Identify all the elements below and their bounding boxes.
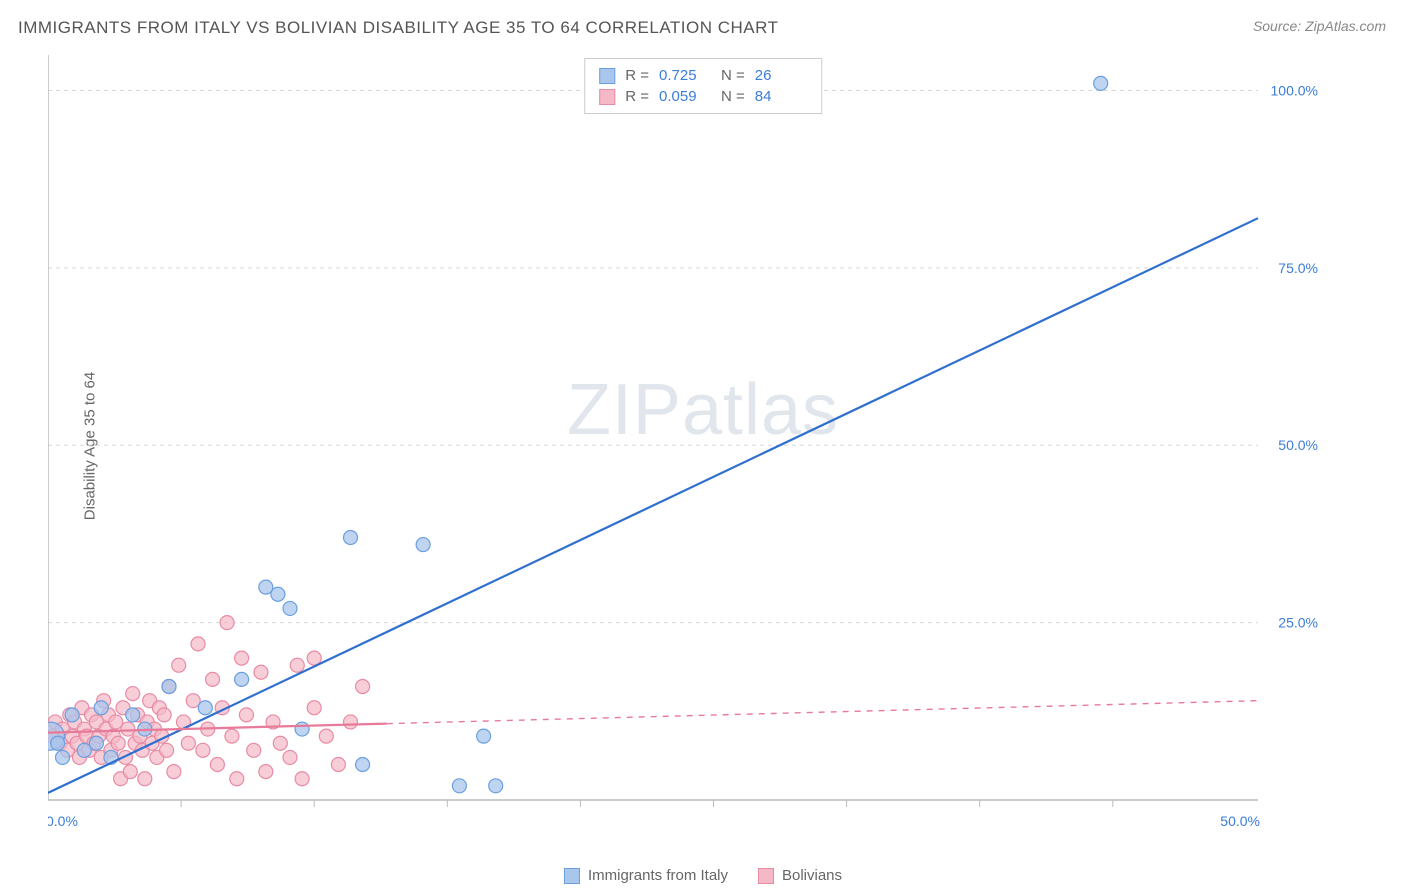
bolivians-point xyxy=(181,736,195,750)
bolivians-point xyxy=(344,715,358,729)
italy-point xyxy=(1094,76,1108,90)
bolivians-point xyxy=(225,729,239,743)
bolivians-point xyxy=(259,765,273,779)
bolivians-point xyxy=(172,658,186,672)
italy-point xyxy=(51,736,65,750)
italy-point xyxy=(477,729,491,743)
bolivians-point xyxy=(307,701,321,715)
series-legend: Immigrants from Italy Bolivians xyxy=(564,867,842,884)
y-tick-label: 50.0% xyxy=(1278,437,1318,453)
corr-legend-row-bolivians: R = 0.059 N = 84 xyxy=(599,86,807,107)
bolivians-point xyxy=(331,758,345,772)
bolivians-trendline-ext xyxy=(387,701,1258,724)
italy-point xyxy=(452,779,466,793)
legend-swatch xyxy=(758,868,774,884)
bolivians-point xyxy=(123,765,137,779)
legend-label: Immigrants from Italy xyxy=(588,867,728,884)
italy-point xyxy=(271,587,285,601)
italy-point xyxy=(489,779,503,793)
italy-point xyxy=(295,722,309,736)
corr-legend-row-italy: R = 0.725 N = 26 xyxy=(599,65,807,86)
italy-point xyxy=(89,736,103,750)
italy-point xyxy=(198,701,212,715)
italy-point xyxy=(283,601,297,615)
source-name: ZipAtlas.com xyxy=(1305,18,1386,34)
legend-r-value: 0.059 xyxy=(659,88,711,105)
bolivians-point xyxy=(290,658,304,672)
italy-point xyxy=(162,679,176,693)
legend-r-value: 0.725 xyxy=(659,67,711,84)
bolivians-point xyxy=(126,687,140,701)
bolivians-point xyxy=(157,708,171,722)
bolivians-point xyxy=(295,772,309,786)
italy-point xyxy=(416,538,430,552)
y-tick-label: 100.0% xyxy=(1271,82,1318,98)
italy-point xyxy=(94,701,108,715)
x-tick-label: 50.0% xyxy=(1220,813,1260,829)
legend-swatch xyxy=(564,868,580,884)
bolivians-point xyxy=(220,616,234,630)
bolivians-point xyxy=(283,750,297,764)
bolivians-point xyxy=(111,736,125,750)
bolivians-point xyxy=(235,651,249,665)
bolivians-point xyxy=(196,743,210,757)
scatter-plot: 25.0% 50.0% 75.0% 100.0% 0.0% 50.0% xyxy=(48,55,1338,840)
legend-swatch xyxy=(599,68,615,84)
legend-label: Bolivians xyxy=(782,867,842,884)
series-legend-item: Immigrants from Italy xyxy=(564,867,728,884)
y-tick-label: 25.0% xyxy=(1278,615,1318,631)
bolivians-point xyxy=(160,743,174,757)
legend-swatch xyxy=(599,89,615,105)
legend-n-value: 84 xyxy=(755,88,807,105)
y-tick-label: 75.0% xyxy=(1278,260,1318,276)
bolivians-point xyxy=(254,665,268,679)
x-tick-label: 0.0% xyxy=(48,813,78,829)
source-label: Source: xyxy=(1253,18,1301,34)
series-legend-item: Bolivians xyxy=(758,867,842,884)
bolivians-point xyxy=(138,772,152,786)
bolivians-point xyxy=(356,679,370,693)
italy-point xyxy=(356,758,370,772)
bolivians-point xyxy=(239,708,253,722)
bolivians-point xyxy=(191,637,205,651)
bolivians-point xyxy=(230,772,244,786)
correlation-legend: R = 0.725 N = 26 R = 0.059 N = 84 xyxy=(584,58,822,114)
bolivians-point xyxy=(247,743,261,757)
bolivians-point xyxy=(167,765,181,779)
legend-r-label: R = xyxy=(625,67,649,84)
source-attribution: Source: ZipAtlas.com xyxy=(1253,18,1386,34)
legend-r-label: R = xyxy=(625,88,649,105)
legend-n-label: N = xyxy=(721,67,745,84)
bolivians-point xyxy=(206,672,220,686)
italy-point xyxy=(126,708,140,722)
italy-point xyxy=(65,708,79,722)
chart-title: IMMIGRANTS FROM ITALY VS BOLIVIAN DISABI… xyxy=(18,18,779,38)
italy-point xyxy=(344,530,358,544)
italy-point xyxy=(56,750,70,764)
legend-n-label: N = xyxy=(721,88,745,105)
legend-n-value: 26 xyxy=(755,67,807,84)
italy-trendline xyxy=(48,218,1258,793)
bolivians-point xyxy=(319,729,333,743)
bolivians-point xyxy=(273,736,287,750)
bolivians-point xyxy=(210,758,224,772)
italy-point xyxy=(235,672,249,686)
